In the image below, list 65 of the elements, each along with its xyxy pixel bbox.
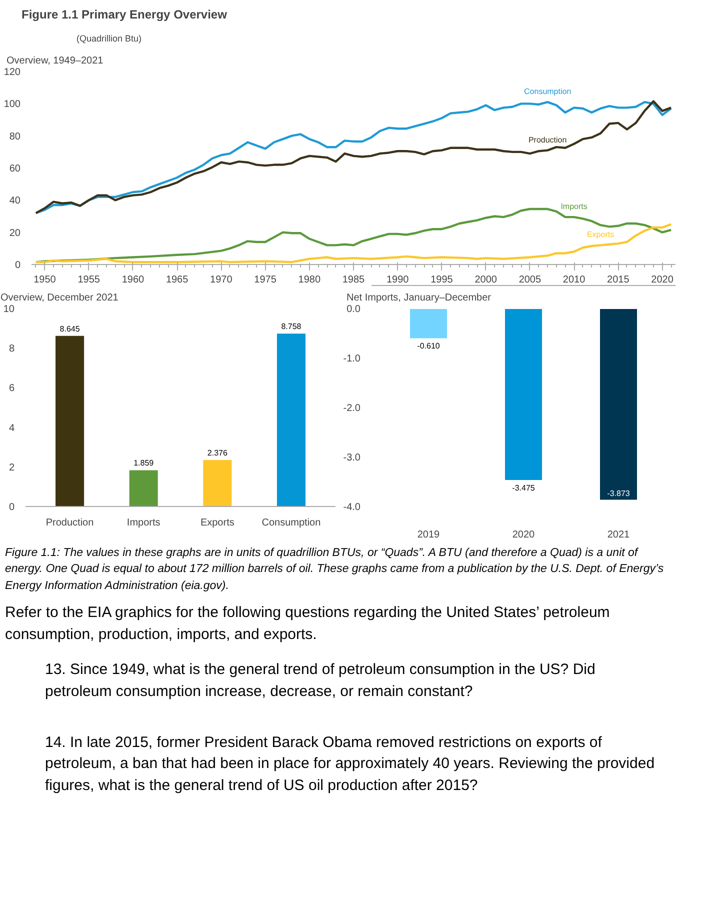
y-tick-label: 20 xyxy=(9,228,21,239)
data-label: 2.376 xyxy=(207,448,228,458)
y-tick-label: -3.0 xyxy=(343,452,361,464)
y-axis-title: Overview, 1949–2021 xyxy=(6,56,104,66)
series-label: Imports xyxy=(560,202,588,212)
x-tick-label: 2000 xyxy=(474,274,498,286)
y-tick-label: 0 xyxy=(14,260,21,271)
series-label: Production xyxy=(528,135,567,144)
x-tick-label: 2020 xyxy=(512,530,536,540)
x-tick-label: 1980 xyxy=(298,274,321,286)
y-tick-label: 10 xyxy=(3,304,15,315)
x-tick-label: 1955 xyxy=(78,274,100,286)
x-tick-label: 1960 xyxy=(122,274,145,286)
x-tick-label: 2010 xyxy=(562,274,586,286)
data-label: -3.873 xyxy=(607,489,630,498)
x-tick-label: 2005 xyxy=(518,274,542,286)
x-tick-label: 2020 xyxy=(651,274,674,286)
bar xyxy=(276,332,306,506)
bar xyxy=(54,334,86,506)
y-tick-label: -2.0 xyxy=(343,403,361,414)
y-tick-label: 40 xyxy=(9,196,21,207)
chart-title: Figure 1.1 Primary Energy Overview xyxy=(22,8,228,22)
y-tick-label: -1.0 xyxy=(343,354,361,364)
x-tick-label: Consumption xyxy=(262,518,321,528)
y-tick-label: 2 xyxy=(8,462,15,474)
x-tick-label: 1995 xyxy=(430,274,454,286)
text: 14. In late 2015, former President Barack Obama removed restrictions on exports of petroleum, a ban that had been in place for approximately 40 years. Reviewing the provided figures, what is the general trend of US oil production after 2015? xyxy=(45,732,656,796)
x-tick-label: 1965 xyxy=(166,274,189,286)
y-tick-label: 8 xyxy=(8,344,15,355)
series-label: Consumption xyxy=(524,87,572,96)
x-tick-label: Production xyxy=(46,518,94,528)
y-tick-label: -4.0 xyxy=(343,502,361,513)
bar xyxy=(202,458,233,506)
x-tick-label: 2021 xyxy=(607,530,630,540)
y-axis-title: Overview, December 2021 xyxy=(0,292,119,304)
chart-subtitle: (Quadrillion Btu) xyxy=(76,34,142,44)
y-axis-title: Net Imports, January–December xyxy=(346,292,492,304)
line-series xyxy=(34,223,672,264)
y-tick-label: 120 xyxy=(4,67,21,78)
data-label: -0.610 xyxy=(417,342,440,351)
bar xyxy=(128,469,159,506)
x-tick-label: 1990 xyxy=(386,274,410,286)
x-tick-label: 1970 xyxy=(210,274,233,286)
data-label: 8.645 xyxy=(60,324,80,334)
caption: Figure 1.1: The values in these graphs are in units of quadrillion BTUs, or “Quads”. A BTU (and therefore a Quad) is a unit of energy. One Quad is equal to about 172 million barrels of oil. These graphs came from a publication by the U.S. Dept. of Energy’s Energy Information Administration (eia.gov). xyxy=(5,546,665,594)
data-label: 8.758 xyxy=(281,322,302,332)
series-label: Exports xyxy=(586,230,614,240)
x-tick-label: 2015 xyxy=(607,274,630,286)
y-tick-label: 80 xyxy=(9,131,21,142)
x-tick-label: 1985 xyxy=(342,274,366,286)
y-tick-label: 0.0 xyxy=(346,304,361,315)
text: Refer to the EIA graphics for the following questions regarding the United States’ petroleum consumption, production, imports, and exports. xyxy=(5,603,611,645)
x-tick-label: 1950 xyxy=(34,274,56,286)
y-tick-label: 6 xyxy=(8,383,15,394)
x-tick-label: 1975 xyxy=(254,274,277,286)
text: 13. Since 1949, what is the general trend of petroleum consumption in the US? Did petroleum consumption increase, decrease, or remain constant? xyxy=(45,660,596,702)
y-tick-label: 4 xyxy=(8,422,15,434)
y-tick-label: 0 xyxy=(8,502,15,513)
y-tick-label: 60 xyxy=(9,164,21,174)
x-tick-label: 2019 xyxy=(417,530,440,540)
y-tick-label: 100 xyxy=(4,99,21,110)
data-label: -3.475 xyxy=(512,484,536,493)
data-label: 1.859 xyxy=(134,458,154,468)
x-tick-label: Imports xyxy=(126,518,160,528)
x-tick-label: Exports xyxy=(200,518,234,528)
